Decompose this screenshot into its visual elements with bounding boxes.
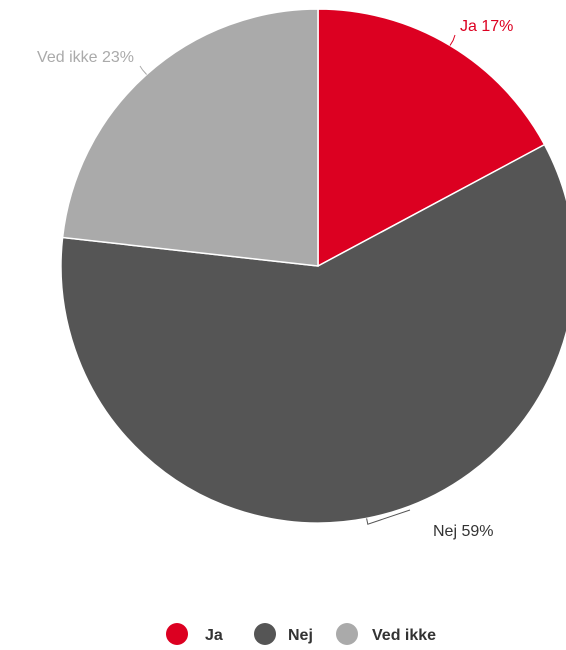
legend-item-nej[interactable]: Nej	[254, 623, 313, 645]
pie-slices	[61, 9, 566, 523]
legend-marker-ja	[166, 623, 188, 645]
leader-line-ja	[450, 35, 455, 46]
data-label-ja: Ja 17%	[460, 18, 513, 35]
data-label-ved-ikke: Ved ikke 23%	[37, 49, 134, 66]
legend-marker-nej	[254, 623, 276, 645]
leader-line-ved-ikke	[140, 66, 147, 75]
pie-slice-ved-ikke[interactable]	[63, 9, 318, 266]
legend-label-ved-ikke: Ved ikke	[372, 627, 436, 644]
legend-label-ja: Ja	[205, 627, 223, 644]
legend-item-ja[interactable]: Ja	[166, 623, 223, 645]
legend-marker-ved-ikke	[336, 623, 358, 645]
legend-label-nej: Nej	[288, 627, 313, 644]
data-label-nej: Nej 59%	[433, 523, 493, 540]
legend: Ja Nej Ved ikke	[166, 623, 436, 645]
legend-item-ved-ikke[interactable]: Ved ikke	[336, 623, 436, 645]
